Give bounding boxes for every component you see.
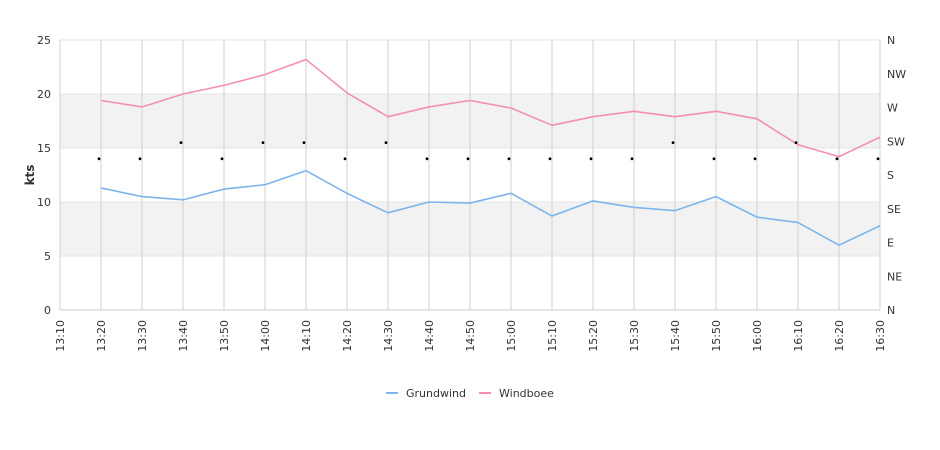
x-tick-label: 16:20	[833, 320, 846, 352]
direction-marker	[548, 157, 552, 161]
legend-label: Grundwind	[406, 387, 466, 400]
y2-tick-label: W	[887, 102, 898, 115]
direction-marker	[794, 141, 798, 145]
y2-tick-label: NE	[887, 270, 902, 283]
y2-tick-label: N	[887, 34, 895, 47]
y-tick-label: 15	[37, 142, 51, 155]
x-tick-label: 14:40	[423, 320, 436, 352]
x-tick-label: 14:30	[382, 320, 395, 352]
x-tick-label: 13:50	[218, 320, 231, 352]
y-tick-label: 5	[44, 250, 51, 263]
y-tick-label: 0	[44, 304, 51, 317]
x-tick-label: 16:00	[751, 320, 764, 352]
direction-marker	[589, 157, 593, 161]
legend-label: Windboee	[499, 387, 554, 400]
direction-marker	[712, 157, 716, 161]
x-tick-label: 15:20	[587, 320, 600, 352]
y2-tick-label: NW	[887, 68, 906, 81]
y-tick-label: 10	[37, 196, 51, 209]
y-tick-label: 20	[37, 88, 51, 101]
y2-tick-label: S	[887, 169, 894, 182]
x-tick-label: 14:10	[300, 320, 313, 352]
series-line-grundwind	[100, 169, 881, 246]
legend: Grundwind Windboee	[386, 387, 554, 400]
direction-marker	[507, 157, 511, 161]
x-tick-label: 16:30	[874, 320, 887, 352]
x-tick-label: 14:50	[464, 320, 477, 352]
direction-marker	[630, 157, 634, 161]
grid-lines	[59, 39, 881, 311]
direction-marker	[97, 157, 101, 161]
y2-tick-label: SW	[887, 135, 905, 148]
x-tick-label: 13:40	[177, 320, 190, 352]
x-tick-label: 15:40	[669, 320, 682, 352]
axes: 0 5 10 15 20 25 N NE E SE S SW W NW N 13:10 13:20 13:30 13…	[37, 34, 906, 352]
x-tick-label: 15:00	[505, 320, 518, 352]
y-axis-label: kts	[23, 165, 37, 186]
direction-marker	[466, 157, 470, 161]
series-line-windboee	[100, 58, 881, 158]
direction-marker	[671, 141, 675, 145]
x-tick-label: 13:20	[95, 320, 108, 352]
x-tick-label: 15:50	[710, 320, 723, 352]
x-tick-label: 14:00	[259, 320, 272, 352]
series-lines	[100, 58, 881, 246]
x-tick-label: 15:30	[628, 320, 641, 352]
x-tick-label: 15:10	[546, 320, 559, 352]
y2-tick-label: SE	[887, 203, 901, 216]
direction-marker	[343, 157, 347, 161]
direction-marker	[753, 157, 757, 161]
direction-marker	[261, 141, 265, 145]
direction-marker	[384, 141, 388, 145]
direction-marker	[138, 157, 142, 161]
y2-tick-label: N	[887, 304, 895, 317]
x-tick-label: 13:30	[136, 320, 149, 352]
direction-marker	[835, 157, 839, 161]
direction-marker	[179, 141, 183, 145]
direction-marker	[876, 157, 880, 161]
x-tick-label: 13:10	[54, 320, 67, 352]
x-tick-label: 16:10	[792, 320, 805, 352]
direction-marker	[220, 157, 224, 161]
direction-marker	[302, 141, 306, 145]
direction-markers	[97, 141, 880, 161]
x-tick-label: 14:20	[341, 320, 354, 352]
y-tick-label: 25	[37, 34, 51, 47]
direction-marker	[425, 157, 429, 161]
y2-tick-label: E	[887, 237, 894, 250]
